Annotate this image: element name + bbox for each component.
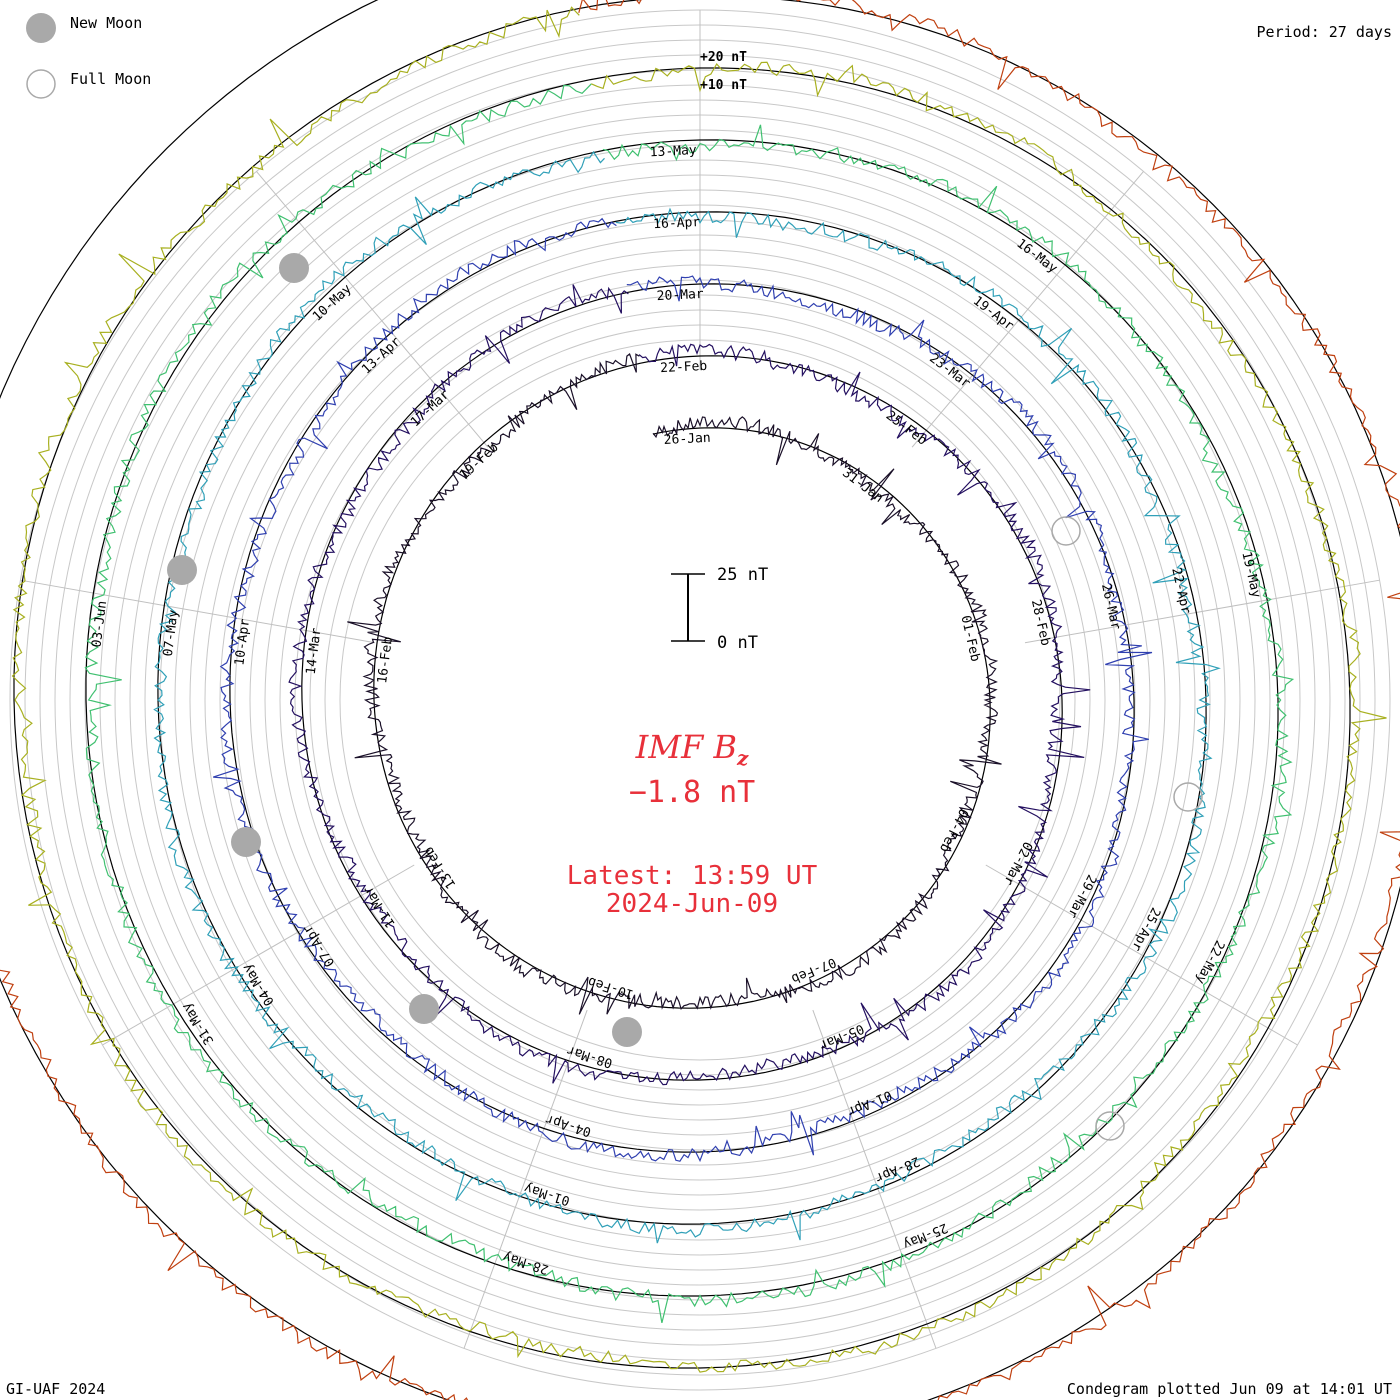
radial-line — [463, 1009, 588, 1349]
grid-ring — [279, 279, 1121, 1121]
grid-ring — [309, 309, 1091, 1091]
new-moon-marker — [167, 555, 197, 585]
center-value: −1.8 nT — [629, 775, 755, 810]
full-moon-marker — [1095, 1111, 1125, 1141]
date-label: 22-Feb — [660, 359, 708, 376]
series-trace-5 — [84, 83, 1295, 1324]
credit-label: GI-UAF 2024 — [6, 1380, 106, 1398]
scale-bottom-label: 0 nT — [717, 633, 758, 653]
full-moon-marker — [1173, 782, 1203, 812]
period-label: Period: 27 days — [1256, 23, 1392, 41]
radial-line — [1024, 579, 1380, 644]
series-trace-1 — [347, 353, 1002, 1015]
grid-ring — [249, 249, 1151, 1151]
date-label: 04-May — [240, 960, 278, 1008]
grid-ring — [264, 264, 1136, 1136]
date-label: 25-Feb — [883, 408, 930, 448]
center-title-main: IMF B — [635, 728, 737, 766]
center-title: IMF Bz — [635, 728, 749, 770]
full-moon-marker — [1051, 516, 1081, 546]
ring-label-10: +10 nT — [700, 78, 747, 93]
date-label: 26-Jan — [663, 431, 711, 448]
date-label: 10-Feb — [586, 973, 635, 1001]
new-moon-marker — [279, 253, 309, 283]
grid-ring — [339, 339, 1061, 1061]
series-trace-4 — [153, 150, 1221, 1244]
date-label: 07-May — [161, 609, 182, 658]
new-moon-marker — [409, 994, 439, 1024]
date-label: 20-Mar — [656, 287, 704, 304]
date-label: 13-May — [649, 143, 697, 160]
date-label: 16-Apr — [653, 215, 701, 232]
new-moon-marker — [612, 1017, 642, 1047]
date-label: 04-Feb — [936, 806, 971, 855]
date-label: 16-Feb — [375, 636, 396, 685]
date-label: 10-Apr — [232, 618, 253, 667]
date-label: 26-Mar — [1098, 582, 1123, 631]
date-label: 22-Apr — [1168, 566, 1193, 615]
date-label: 31-Jan — [839, 466, 885, 506]
date-label: 03-Jun — [89, 600, 110, 648]
scale-bar — [671, 573, 705, 642]
moon-markers — [167, 253, 1203, 1141]
legend-new-moon-label: New Moon — [70, 14, 143, 32]
date-label: 14-Mar — [304, 627, 325, 676]
radial-line — [985, 864, 1298, 1046]
legend-full-moon-label: Full Moon — [70, 70, 152, 88]
series-trace-3 — [213, 217, 1153, 1163]
radial-line — [911, 171, 1144, 448]
radial-line — [20, 579, 376, 644]
date-label: 08-Mar — [565, 1042, 614, 1070]
plotted-note: Condegram plotted Jun 09 at 14:01 UT — [1066, 1380, 1392, 1398]
new-moon-legend-icon — [26, 13, 56, 43]
latest-time: Latest: 13:59 UT — [567, 861, 818, 891]
radial-lines — [20, 10, 1380, 1349]
ring-label-20: +20 nT — [700, 50, 747, 65]
date-label: 23-Mar — [926, 351, 973, 391]
series-trace-2 — [288, 284, 1091, 1086]
scale-top-label: 25 nT — [717, 565, 768, 585]
full-moon-legend-icon — [26, 69, 56, 99]
new-moon-marker — [231, 827, 261, 857]
center-title-sub: z — [736, 746, 749, 770]
radial-line — [102, 864, 415, 1046]
date-label: 28-May — [501, 1248, 550, 1276]
date-label: 31-May — [179, 999, 217, 1047]
radial-line — [812, 1009, 937, 1349]
radial-line — [256, 171, 489, 448]
series-trace-6 — [11, 6, 1387, 1373]
latest-date: 2024-Jun-09 — [606, 889, 778, 919]
date-label: 19-May — [1238, 550, 1263, 599]
